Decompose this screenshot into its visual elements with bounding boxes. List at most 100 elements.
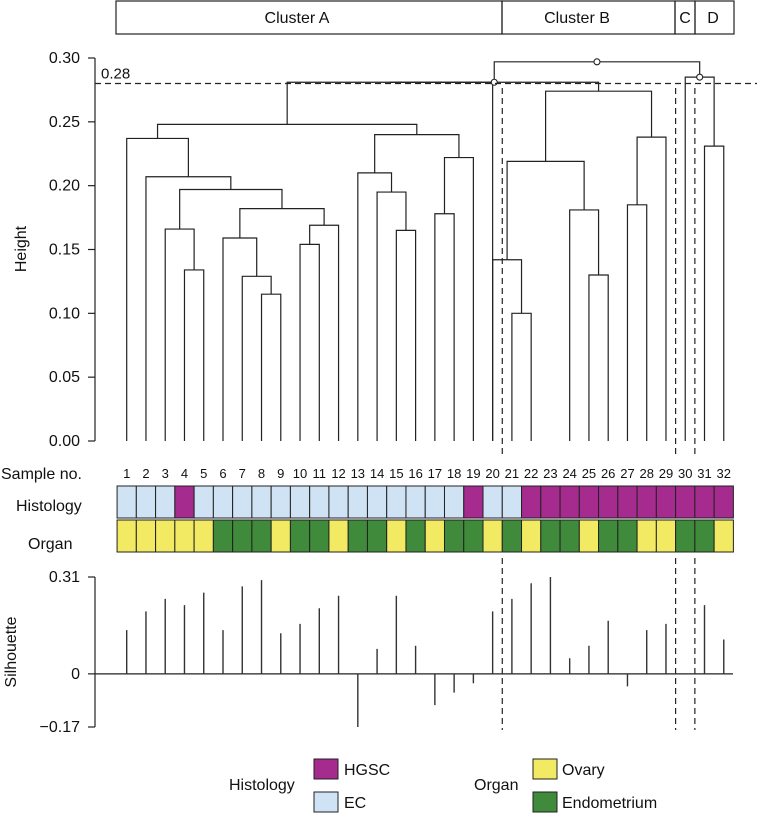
histology-cell bbox=[501, 485, 523, 519]
histology-cell bbox=[675, 485, 696, 519]
cluster-header: Cluster A Cluster B C D bbox=[115, 0, 735, 35]
sample-number: 13 bbox=[351, 466, 365, 481]
sample-number: 25 bbox=[582, 466, 596, 481]
histology-cell bbox=[193, 485, 214, 519]
histology-cell bbox=[289, 485, 311, 519]
legend: Histology HGSC EC Organ Ovary Endometriu… bbox=[229, 758, 657, 813]
legend-hgsc-label: HGSC bbox=[344, 762, 390, 779]
dendrogram-tick-label: 0.30 bbox=[49, 50, 80, 67]
silhouette-y-label: Silhouette bbox=[3, 616, 20, 687]
dendrogram-branch bbox=[684, 76, 715, 441]
sample-number: 28 bbox=[639, 466, 653, 481]
sample-number: 15 bbox=[389, 466, 403, 481]
organ-cell bbox=[347, 519, 368, 553]
cluster-boundaries bbox=[501, 88, 696, 730]
dendrogram-branch bbox=[126, 137, 189, 441]
histology-row-label: Histology bbox=[16, 498, 82, 515]
dendrogram-branch bbox=[286, 81, 494, 441]
histology-cell bbox=[251, 485, 272, 519]
cluster-label-c: C bbox=[679, 10, 691, 27]
organ-cell bbox=[232, 519, 253, 553]
sample-numbers: 1 2 3 4 5 6 7 8 9 10 11 12 13 14 15 16 17 18 19 20 21 22 23 24 2… bbox=[123, 466, 731, 481]
histology-cell bbox=[424, 485, 445, 519]
dendrogram-branch bbox=[222, 237, 258, 441]
dendrogram-tree bbox=[126, 58, 725, 441]
dendrogram-branch bbox=[145, 176, 232, 441]
histology-cell bbox=[135, 485, 157, 519]
histology-cell bbox=[694, 485, 715, 519]
histology-cell bbox=[655, 485, 677, 519]
legend-endometrium-label: Endometrium bbox=[562, 795, 657, 812]
sample-number: 29 bbox=[659, 466, 673, 481]
organ-cell bbox=[174, 519, 195, 553]
sample-number: 24 bbox=[562, 466, 576, 481]
dendrogram-branch bbox=[179, 188, 283, 230]
histology-cell bbox=[212, 485, 234, 519]
histology-cell bbox=[617, 485, 638, 519]
organ-cell bbox=[405, 519, 426, 553]
organ-cell bbox=[270, 519, 291, 553]
sample-number: 19 bbox=[466, 466, 480, 481]
dendrogram-branch bbox=[164, 228, 195, 441]
sample-number: 8 bbox=[258, 466, 265, 481]
legend-ec-label: EC bbox=[344, 795, 366, 812]
dendrogram-branch bbox=[626, 204, 648, 441]
cluster-label-a: Cluster A bbox=[265, 10, 330, 27]
sample-number: 22 bbox=[524, 466, 538, 481]
dendrogram-branch bbox=[434, 213, 455, 441]
sample-number: 26 bbox=[601, 466, 615, 481]
sample-number: 11 bbox=[313, 466, 327, 481]
histology-cell bbox=[598, 485, 619, 519]
organ-cell bbox=[482, 519, 503, 553]
sample-number: 7 bbox=[239, 466, 246, 481]
dendrogram-branch bbox=[357, 172, 393, 441]
sample-number: 17 bbox=[428, 466, 442, 481]
dendrogram-branch bbox=[374, 134, 460, 173]
organ-cell bbox=[559, 519, 580, 553]
dendrogram-branch bbox=[389, 81, 600, 92]
sample-number: 10 bbox=[293, 466, 307, 481]
organ-cell bbox=[443, 519, 465, 553]
dendrogram-branch bbox=[395, 229, 417, 441]
cut-height-label: 0.28 bbox=[101, 66, 130, 83]
dendrogram-branch bbox=[492, 259, 523, 441]
dendrogram-ticks: 0.00 0.05 0.10 0.15 0.20 0.25 0.30 bbox=[49, 50, 95, 450]
histology-cell bbox=[521, 485, 542, 519]
silhouette-tick-label: 0 bbox=[71, 666, 80, 683]
sample-number: 14 bbox=[370, 466, 384, 481]
dendrogram-tick-label: 0.20 bbox=[49, 178, 80, 195]
dendrogram-node-marker bbox=[490, 78, 498, 86]
histology-cell bbox=[559, 485, 580, 519]
histology-cell bbox=[232, 485, 253, 519]
dendrogram-tick-label: 0.15 bbox=[49, 242, 80, 259]
histology-cell bbox=[309, 485, 330, 519]
histology-cell bbox=[540, 485, 561, 519]
histology-cell bbox=[347, 485, 368, 519]
sample-number: 9 bbox=[277, 466, 284, 481]
dendrogram-tick-label: 0.05 bbox=[49, 369, 80, 386]
histology-cell bbox=[578, 485, 600, 519]
histology-cell bbox=[713, 485, 734, 519]
sample-number: 1 bbox=[123, 466, 130, 481]
organ-cell bbox=[540, 519, 561, 553]
organ-cell bbox=[424, 519, 445, 553]
dendrogram-node-marker bbox=[593, 58, 601, 66]
sample-number: 27 bbox=[620, 466, 634, 481]
histology-cell bbox=[386, 485, 407, 519]
organ-cell bbox=[328, 519, 349, 553]
dendrogram-branch bbox=[239, 208, 325, 239]
dendrogram-tick-label: 0.10 bbox=[49, 305, 80, 322]
organ-cell bbox=[155, 519, 176, 553]
organ-cell bbox=[636, 519, 657, 553]
organ-cell bbox=[578, 519, 600, 553]
organ-cell bbox=[521, 519, 542, 553]
legend-ovary-label: Ovary bbox=[562, 762, 605, 779]
dendrogram-branch bbox=[545, 90, 653, 162]
sample-number: 6 bbox=[219, 466, 226, 481]
sample-number: 31 bbox=[697, 466, 711, 481]
organ-cell bbox=[309, 519, 330, 553]
histology-cell bbox=[174, 485, 195, 519]
organ-cell bbox=[501, 519, 523, 553]
dendrogram-branch bbox=[376, 191, 407, 441]
